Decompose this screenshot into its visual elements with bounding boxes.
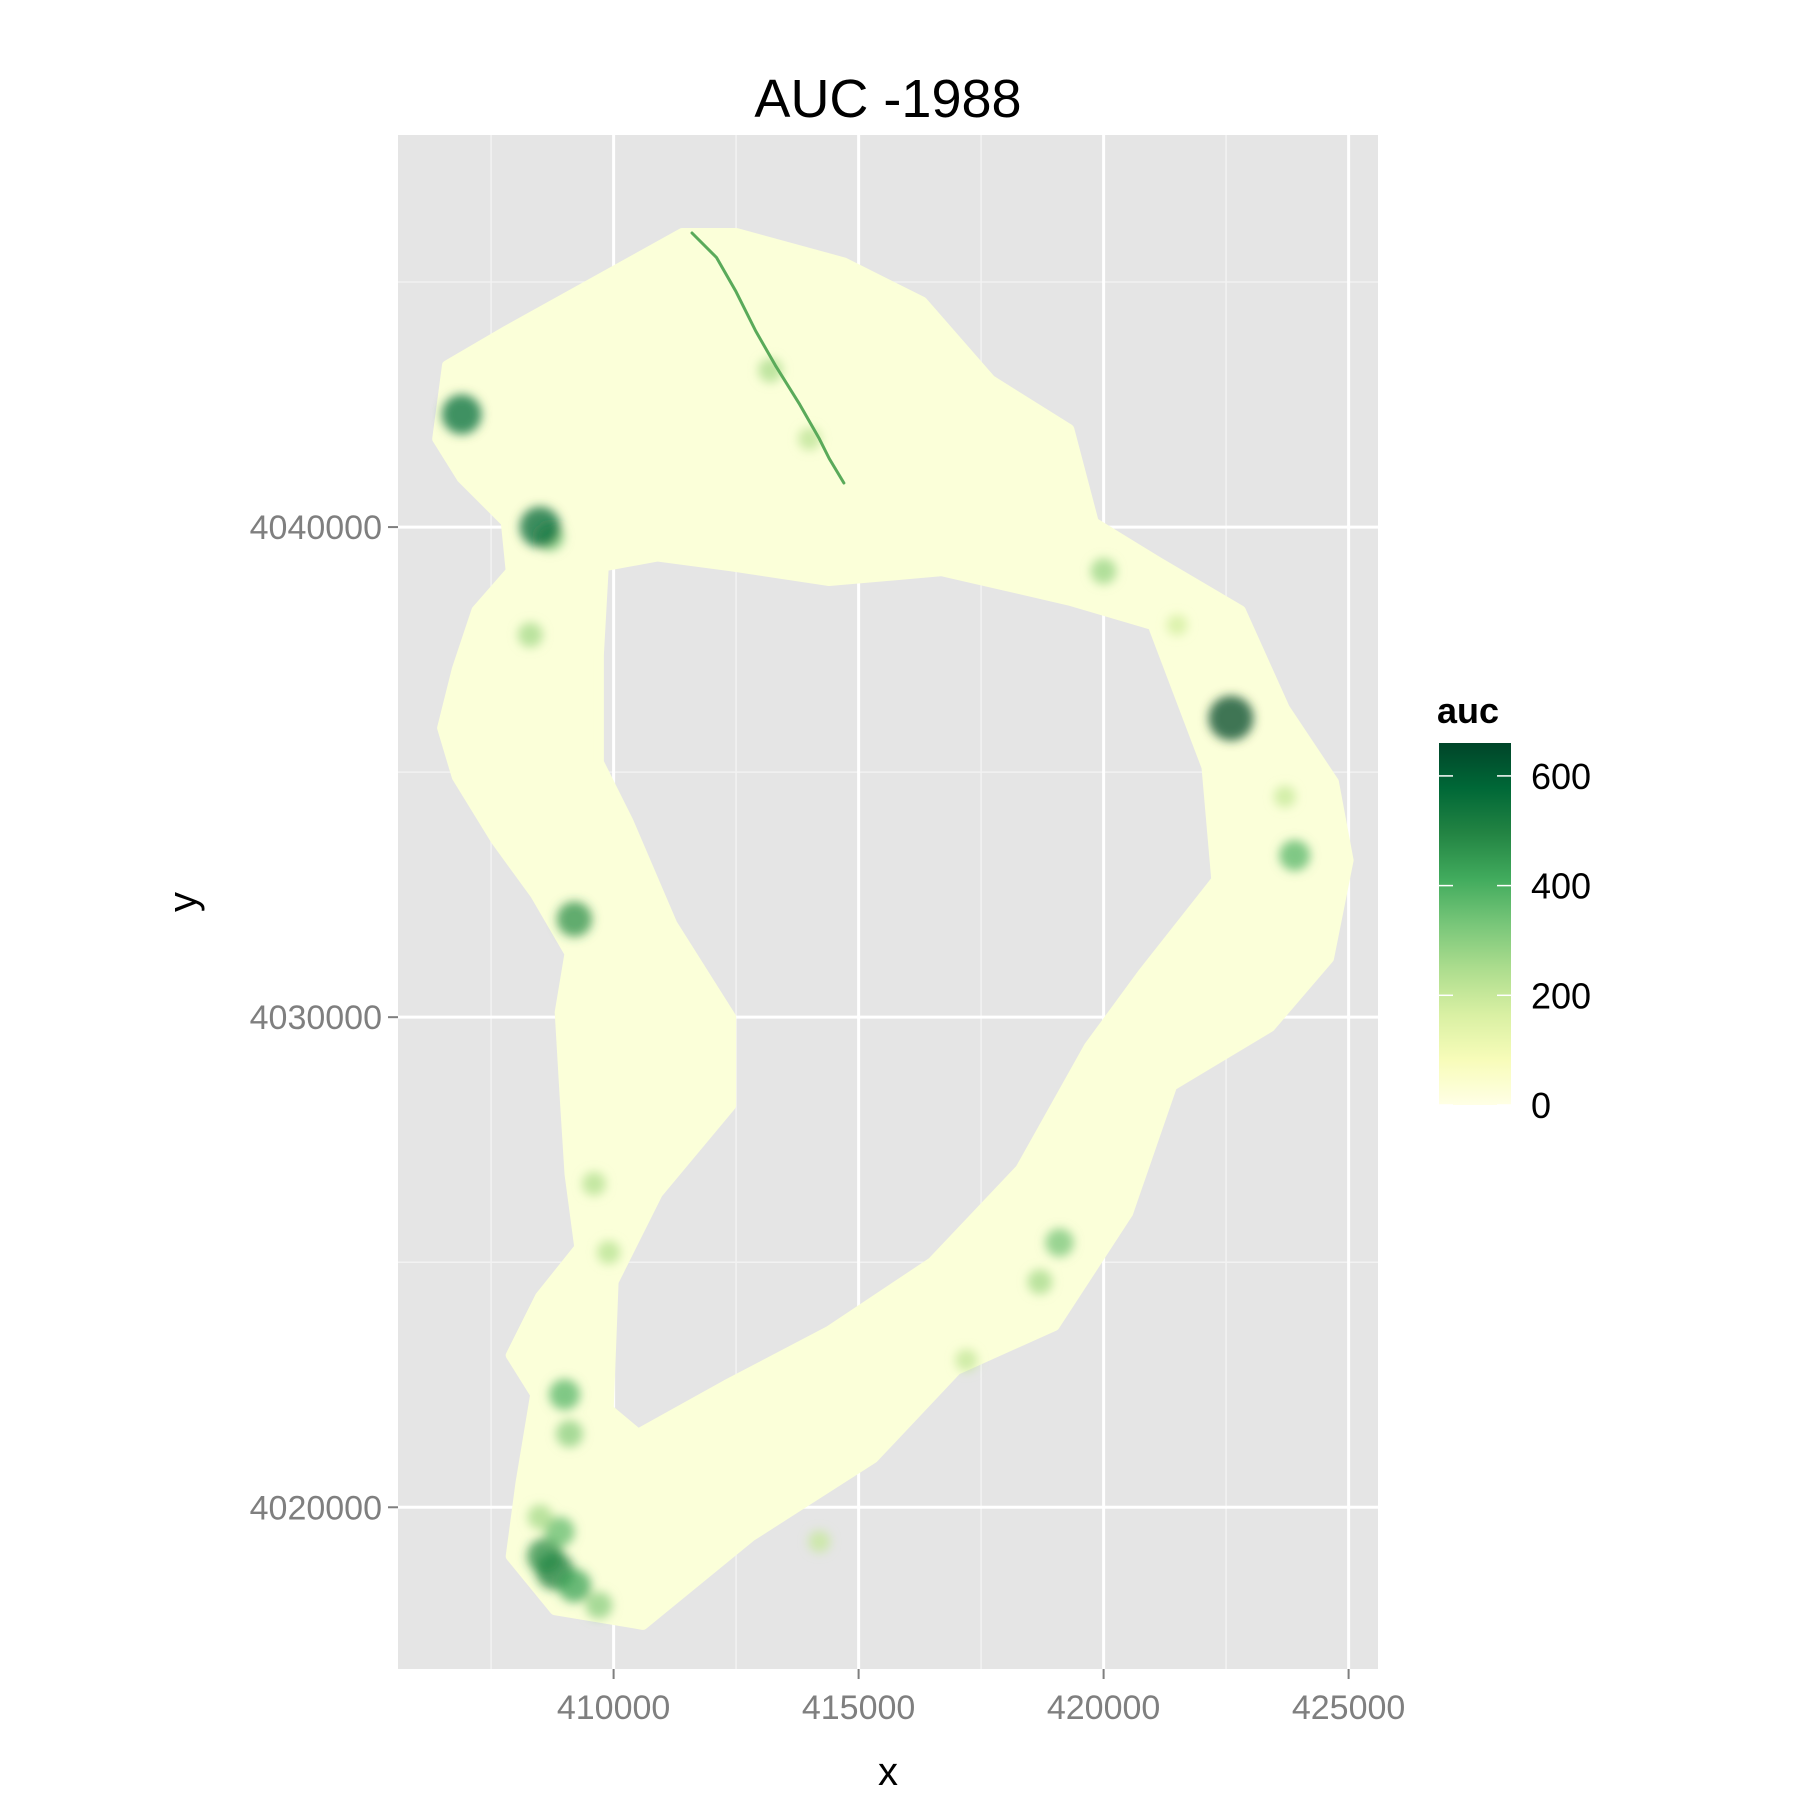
x-axis: 410000 415000 420000 425000 (557, 1669, 1405, 1727)
auc-hotspot (1273, 785, 1296, 808)
legend-break-label: 600 (1531, 756, 1591, 797)
legend-title: auc (1437, 690, 1499, 731)
auc-hotspot (527, 1504, 553, 1530)
auc-hotspot (1166, 614, 1188, 636)
auc-hotspot (441, 394, 482, 435)
auc-hotspot (556, 901, 593, 937)
auc-hotspot (519, 506, 561, 548)
x-tick-label: 420000 (1047, 1689, 1160, 1727)
x-tick-label: 425000 (1292, 1689, 1405, 1727)
y-tick-label: 4040000 (250, 509, 382, 547)
y-axis: 4020000 4030000 4040000 (250, 509, 398, 1527)
chart-title: AUC -1988 (754, 69, 1021, 129)
x-tick-label: 410000 (557, 1689, 670, 1727)
auc-region (432, 228, 1354, 1630)
auc-hotspot (549, 1379, 581, 1411)
legend-ticks: 0 200 400 600 (1439, 756, 1591, 1126)
x-tick-label: 415000 (802, 1689, 915, 1727)
auc-hotspot (955, 1348, 978, 1372)
legend: auc 0 200 400 600 (1437, 690, 1591, 1126)
auc-hotspot (1027, 1269, 1053, 1295)
auc-hotspot (758, 357, 783, 383)
auc-hotspot (556, 1420, 583, 1448)
auc-hotspot (1208, 695, 1254, 741)
auc-hotspot (544, 1516, 575, 1547)
auc-hotspot (527, 1538, 563, 1575)
auc-hotspot (596, 1240, 621, 1265)
auc-hotspot (557, 1568, 592, 1603)
auc-hotspot (1045, 1228, 1074, 1257)
y-tick-label: 4020000 (250, 1489, 382, 1527)
y-axis-label: y (161, 892, 205, 912)
x-axis-label: x (878, 1750, 898, 1794)
y-tick-label: 4030000 (250, 999, 382, 1037)
auc-ridge-line (690, 231, 846, 485)
legend-break-label: 400 (1531, 866, 1591, 907)
auc-hotspot (1279, 839, 1311, 871)
legend-break-label: 200 (1531, 975, 1591, 1016)
legend-break-label: 0 (1531, 1085, 1551, 1126)
legend-colorbar (1439, 743, 1511, 1105)
auc-hotspot (808, 1530, 831, 1553)
auc-hotspot (1090, 558, 1117, 585)
auc-hotspot (517, 622, 543, 648)
auc-hotspot (585, 1591, 613, 1619)
auc-hotspot (582, 1171, 606, 1196)
